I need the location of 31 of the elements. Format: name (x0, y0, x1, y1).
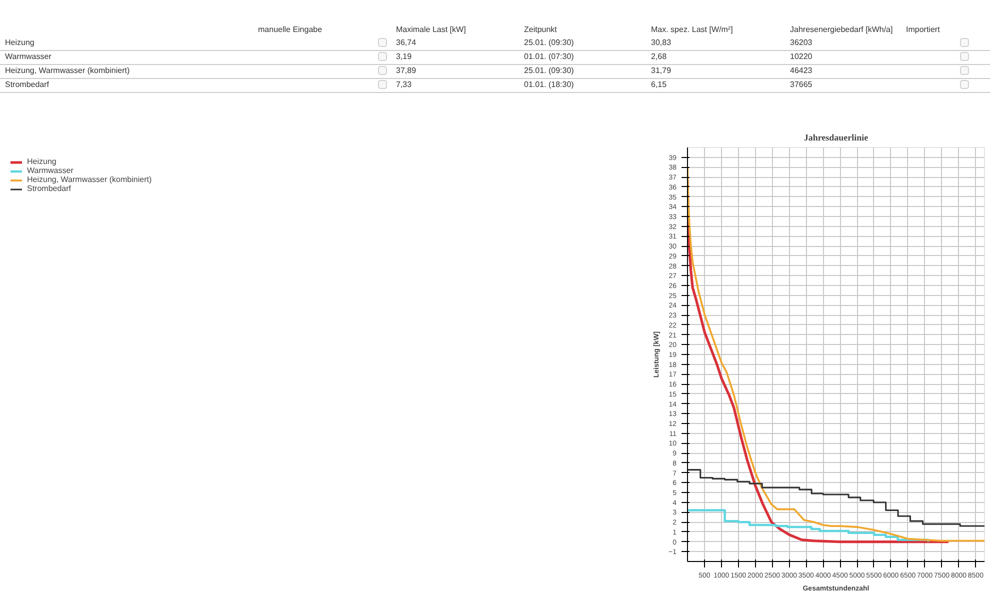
legend-label: Heizung, Warmwasser (kombiniert) (27, 175, 152, 184)
text: 37665 (790, 80, 812, 90)
text: Maximale Last [kW] (396, 25, 466, 35)
text: 36,74 (396, 38, 416, 48)
text: 10220 (790, 52, 812, 62)
text: Zeitpunkt (524, 25, 557, 35)
chart-title: Jahresdauerlinie (804, 132, 868, 142)
text: Strombedarf (5, 80, 50, 90)
legend-label: Warmwasser (27, 166, 74, 175)
text: Heizung, Warmwasser (kombiniert) (5, 66, 130, 76)
text: Warmwasser (5, 52, 52, 62)
text: 01.01. (18:30) (524, 80, 574, 90)
legend-label: Strombedarf (27, 184, 72, 193)
text: 01.01. (07:30) (524, 52, 574, 62)
text: 36203 (790, 38, 812, 48)
text: 30,83 (651, 38, 672, 48)
text: 37,89 (396, 66, 416, 76)
text: 2,68 (651, 52, 667, 62)
text: 7,33 (396, 80, 412, 90)
text: Importiert (906, 25, 940, 35)
text: Heizung (5, 38, 34, 48)
text: 25.01. (09:30) (524, 38, 574, 48)
text: 46423 (790, 66, 812, 76)
text: 3,19 (396, 52, 412, 62)
text: Jahresenergiebedarf [kWh/a] (790, 25, 893, 35)
text: 6,15 (651, 80, 667, 90)
text: Max. spez. Last [W/m²] (651, 25, 733, 35)
legend-label: Heizung (27, 157, 56, 166)
text: 25.01. (09:30) (524, 66, 574, 76)
text: manuelle Eingabe (258, 25, 322, 35)
text: 31,79 (651, 66, 672, 76)
